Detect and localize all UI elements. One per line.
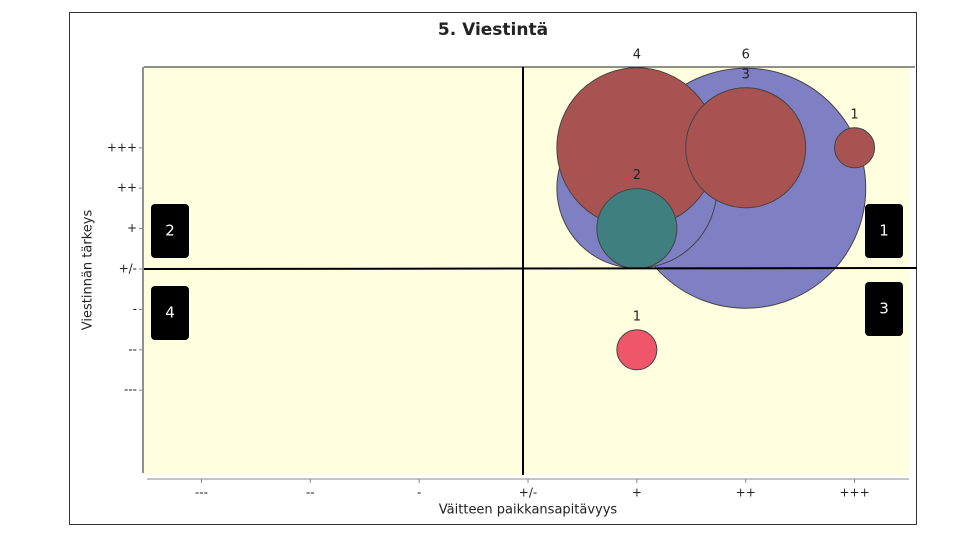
y-tick-label: ++: [117, 181, 137, 195]
chart-title: 5. Viestintä: [438, 20, 548, 40]
x-tick-label: ++: [736, 486, 756, 500]
x-tick-label: +: [632, 486, 642, 500]
bubble-label: 3: [742, 67, 750, 82]
quadrant-box: [151, 204, 189, 258]
bubble: [685, 87, 807, 209]
bubble-label: 2: [633, 168, 641, 183]
y-tick-label: +: [127, 221, 137, 235]
bubble-label: 1: [850, 107, 858, 122]
quadrant-label: 4: [165, 304, 175, 322]
y-tick-label: --: [128, 342, 137, 356]
quadrant-box: [865, 204, 903, 258]
center-horizontal: [143, 267, 918, 270]
quadrant-box: [151, 286, 189, 340]
y-tick-label: -: [133, 302, 137, 316]
y-tick-label: +++: [107, 140, 137, 154]
bubble-label: 4: [633, 47, 641, 62]
quadrant-label: 3: [879, 300, 889, 318]
x-tick-label: +++: [839, 486, 869, 500]
quadrant-label: 1: [879, 222, 889, 240]
y-tick-label: ---: [124, 383, 137, 397]
bubble-label: 6: [742, 48, 750, 63]
quadrant-label: 2: [165, 222, 175, 240]
x-tick-label: --: [306, 486, 315, 500]
bubble: [596, 188, 678, 270]
quadrant-box: [865, 282, 903, 336]
x-tick-label: +/-: [519, 486, 537, 500]
x-tick-label: -: [417, 486, 421, 500]
bubble: [616, 329, 658, 371]
y-tick-label: +/-: [119, 262, 137, 276]
x-axis-label: Väitteen paikkansapitävyys: [439, 503, 618, 518]
bubble: [834, 127, 876, 169]
y-axis-label: Viestinnän tärkeys: [81, 210, 96, 331]
x-tick-label: ---: [195, 486, 208, 500]
bubble-label: 1: [633, 309, 641, 324]
